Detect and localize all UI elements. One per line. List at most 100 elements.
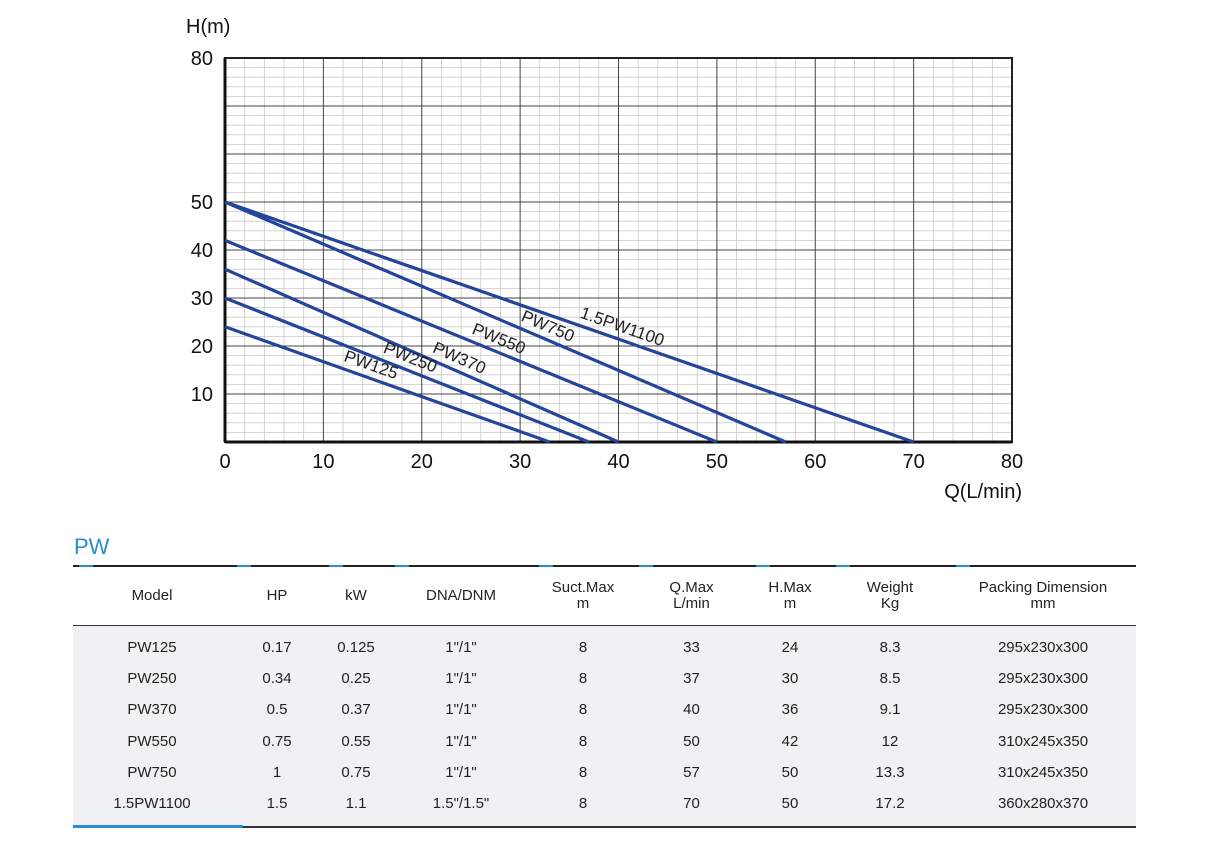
table-cell: 8: [578, 669, 588, 687]
y-tick-label: 30: [191, 288, 213, 310]
table-cell: 1.5: [266, 795, 288, 813]
table-cell: 40: [683, 701, 700, 719]
y-tick-label: 40: [191, 240, 213, 262]
curve-pw370: [224, 267, 620, 444]
x-tick-label: 50: [706, 451, 728, 473]
x-axis-title: Q(L/min): [944, 481, 1022, 503]
column-header: kW: [323, 588, 389, 604]
table-cell: 310x245x350: [997, 732, 1089, 750]
table-cell: 36: [781, 701, 799, 719]
table-cell: 8.5: [879, 669, 901, 687]
table-cell: 0.37: [341, 701, 371, 719]
y-tick-label: 50: [191, 192, 213, 214]
table-row: 1.5PW1100 1.5 1.1 1.5"/1.5" 8 70 50 17.2 360x280…: [73, 788, 1136, 819]
table-header: Model HP kW DNA/DNM Suct.Max m Q.Max L/min H.Max…: [73, 567, 1136, 626]
table-cell: 1"/1": [445, 638, 477, 656]
column-header: Q.Max L/min: [633, 580, 750, 612]
table-cell: 8: [578, 795, 588, 813]
header-accent-mark: [956, 565, 970, 568]
header-accent-mark: [329, 565, 343, 568]
x-tick-label: 70: [903, 451, 925, 473]
header-accent-mark: [237, 565, 251, 568]
table-cell: 57: [683, 763, 700, 781]
table-cell: 8: [578, 638, 588, 656]
table-cell: 8.3: [879, 638, 901, 656]
table-cell: 37: [683, 669, 700, 687]
column-header: Weight Kg: [830, 580, 950, 612]
column-header-line: L/min: [673, 595, 710, 612]
header-accent-mark: [79, 565, 93, 568]
table-cell: 42: [781, 732, 799, 750]
x-tick-label: 60: [804, 451, 826, 473]
column-header-line: Model: [131, 587, 173, 604]
table-bottom-rule: [73, 826, 1136, 828]
curve-pw750: [224, 200, 787, 444]
y-tick-label: 10: [191, 384, 213, 406]
header-accent-mark: [836, 565, 850, 568]
table-bottom-accent: [73, 825, 243, 828]
table-cell: 0.125: [337, 638, 375, 656]
table-cell: 0.34: [262, 669, 292, 687]
table-cell: 13.3: [875, 763, 905, 781]
y-tick-label: 80: [191, 48, 213, 70]
x-tick-label: 10: [312, 451, 334, 473]
x-tick-label: 80: [1001, 451, 1023, 473]
column-header-line: H.Max: [768, 579, 812, 596]
table-cell: 310x245x350: [997, 763, 1089, 781]
table-cell: 30: [781, 669, 799, 687]
column-header-line: HP: [266, 587, 288, 604]
table-row: PW550 0.75 0.55 1"/1" 8 50 42 12 310x245x350: [73, 726, 1136, 757]
column-header-line: Suct.Max: [551, 579, 615, 596]
table-cell: 8: [578, 701, 588, 719]
table-title: PW: [74, 534, 110, 559]
table-cell: 24: [781, 638, 799, 656]
table-cell: PW125: [127, 638, 177, 656]
table-cell: 1.1: [345, 795, 367, 813]
table-cell: 33: [683, 638, 700, 656]
table-cell: 12: [881, 732, 899, 750]
table-cell: 1.5PW1100: [113, 795, 191, 813]
table-cell: 8: [578, 732, 588, 750]
column-header-line: m: [576, 595, 590, 612]
column-header: Packing Dimension mm: [950, 580, 1136, 612]
table-cell: 1.5"/1.5": [432, 795, 490, 813]
curve-pw125: [224, 325, 551, 444]
axis-ticks: 0 10 20 30 40 50 60 70 80 10 20 30 40 50 80: [191, 48, 1023, 473]
x-tick-label: 20: [411, 451, 433, 473]
table-cell: 0.17: [262, 638, 292, 656]
table-cell: 0.5: [266, 701, 288, 719]
column-header: Suct.Max m: [533, 580, 633, 612]
table-cell: 50: [781, 795, 799, 813]
table-row: PW370 0.5 0.37 1"/1" 8 40 36 9.1 295x230x300: [73, 695, 1136, 726]
column-header-line: mm: [1030, 595, 1056, 612]
column-header: DNA/DNM: [389, 588, 533, 604]
column-header-line: Weight: [866, 579, 914, 596]
table-cell: 50: [781, 763, 799, 781]
x-tick-label: 0: [219, 451, 230, 473]
table-cell: PW370: [127, 701, 177, 719]
pump-curves: [224, 200, 915, 444]
table-cell: 1"/1": [445, 701, 477, 719]
table-cell: 295x230x300: [997, 638, 1089, 656]
header-accent-mark: [639, 565, 653, 568]
header-accent-mark: [756, 565, 770, 568]
table-cell: 295x230x300: [997, 701, 1089, 719]
table-cell: 1"/1": [445, 669, 477, 687]
table-row: PW125 0.17 0.125 1"/1" 8 33 24 8.3 295x230x300: [73, 632, 1136, 663]
table-cell: 360x280x370: [997, 795, 1089, 813]
curve-pw550: [224, 238, 718, 444]
table-cell: 1: [272, 763, 282, 781]
header-accent-mark: [539, 565, 553, 568]
x-tick-label: 30: [509, 451, 531, 473]
column-header-line: Kg: [880, 595, 900, 612]
column-header: HP: [231, 588, 323, 604]
table-cell: 0.25: [341, 669, 371, 687]
column-header-line: DNA/DNM: [426, 587, 496, 604]
column-header-line: Packing Dimension: [978, 579, 1108, 596]
table-body: PW125 0.17 0.125 1"/1" 8 33 24 8.3 295x230x300 PW…: [73, 626, 1136, 826]
table-cell: 9.1: [879, 701, 901, 719]
table-cell: 70: [683, 795, 700, 813]
y-tick-label: 20: [191, 336, 213, 358]
column-header: H.Max m: [750, 580, 830, 612]
